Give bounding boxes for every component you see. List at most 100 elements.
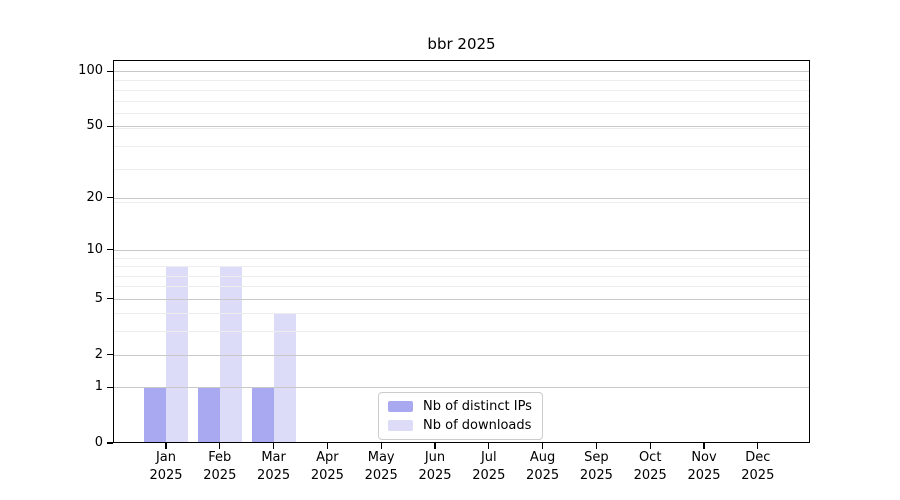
x-year-label: 2025 [472,468,506,483]
x-tick-label: Nov 2025 [669,449,739,485]
x-year-label: 2025 [579,468,613,483]
x-tick [488,443,490,449]
x-tick-label: Jul 2025 [454,449,524,485]
y-tick-label: 10 [86,241,103,257]
y-tick-label: 1 [94,379,103,395]
y-tick-label: 20 [86,189,103,205]
x-year-label: 2025 [310,468,344,483]
minor-gridline [113,331,810,333]
x-month-label: Jun [424,450,446,465]
y-tick [106,70,113,72]
major-gridline [113,387,810,389]
x-tick [219,443,221,449]
minor-gridline [113,100,810,102]
legend-label-downloads: Nb of downloads [423,418,532,433]
legend-label-distinct-ips: Nb of distinct IPs [423,399,532,414]
major-gridline [113,71,810,73]
x-year-label: 2025 [257,468,291,483]
x-tick-label: Apr 2025 [292,449,362,485]
x-tick-label: May 2025 [346,449,416,485]
y-tick-label: 50 [86,118,103,134]
x-year-label: 2025 [526,468,560,483]
legend-item-downloads: Nb of downloads [388,418,532,433]
x-tick-label: Oct 2025 [615,449,685,485]
major-gridline [113,298,810,300]
x-tick [434,443,436,449]
x-month-label: Dec [745,450,771,465]
y-tick-label: 2 [94,346,103,362]
x-month-label: Jan [155,450,177,465]
minor-gridline [113,127,810,129]
y-tick-label: 5 [94,290,103,306]
minor-gridline [113,80,810,82]
x-month-label: Sep [584,450,609,465]
x-year-label: 2025 [418,468,452,483]
chart-title: bbr 2025 [427,35,496,53]
x-year-label: 2025 [687,468,721,483]
major-gridline [113,249,810,251]
plot-area [113,60,810,443]
major-gridline [113,126,810,128]
minor-gridline [113,257,810,259]
x-year-label: 2025 [741,468,775,483]
major-gridline [113,197,810,199]
y-tick-label: 0 [94,435,103,450]
minor-gridline [113,89,810,91]
x-tick [541,443,544,449]
major-gridline [113,354,810,356]
legend-swatch-distinct-ips [388,401,413,412]
minor-gridline [113,145,810,147]
x-month-label: Aug [529,450,556,465]
x-tick-label: Mar 2025 [239,449,309,485]
y-tick-label: 100 [78,63,103,79]
y-tick [106,298,113,300]
bar-distinct-ips [144,387,166,443]
x-tick-label: Dec 2025 [723,449,793,485]
x-tick [595,443,598,449]
x-month-label: Oct [638,450,662,465]
x-year-label: 2025 [203,468,237,483]
x-tick [703,443,705,449]
x-month-label: Jul [480,450,497,465]
x-month-label: Nov [691,450,717,465]
minor-gridline [113,275,810,277]
minor-gridline [113,169,810,170]
y-tick [106,442,113,444]
bar-distinct-ips [197,387,220,443]
x-year-label: 2025 [149,468,183,483]
x-month-label: Apr [316,450,339,465]
legend-item-distinct-ips: Nb of distinct IPs [388,399,532,414]
y-tick [106,197,113,199]
minor-gridline [113,286,810,288]
x-tick-label: Sep 2025 [561,449,631,485]
bar-downloads [219,265,242,443]
bar-downloads [273,313,296,443]
y-tick [106,386,113,388]
legend-swatch-downloads [388,420,413,431]
x-tick [757,443,759,449]
x-year-label: 2025 [633,468,667,483]
minor-gridline [113,266,810,267]
minor-gridline [113,113,810,115]
x-tick-label: Feb 2025 [185,449,255,485]
y-tick [106,353,113,356]
x-tick-label: Aug 2025 [508,449,578,485]
x-year-label: 2025 [364,468,398,483]
minor-gridline [113,201,810,203]
bar-downloads [166,265,188,443]
x-month-label: Feb [208,450,232,465]
x-month-label: May [367,450,395,465]
x-tick [649,443,651,449]
x-tick-label: Jan 2025 [131,449,201,485]
x-tick-label: Jun 2025 [400,449,470,485]
x-tick [326,443,329,449]
plot-frame [113,60,810,443]
x-month-label: Mar [261,450,286,465]
x-tick [165,443,167,449]
x-tick [380,443,382,449]
legend: Nb of distinct IPs Nb of downloads [378,392,543,440]
bar-distinct-ips [251,387,274,443]
y-tick [106,125,113,127]
y-tick [106,249,113,251]
